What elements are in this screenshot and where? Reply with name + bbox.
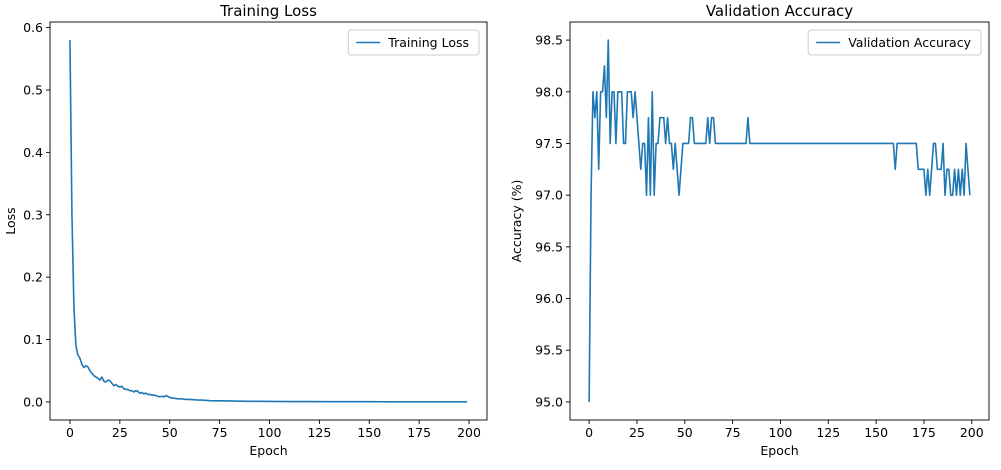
training-loss-legend: Training Loss bbox=[347, 29, 480, 56]
validation-accuracy-legend: Validation Accuracy bbox=[807, 29, 982, 56]
validation-accuracy-x-tick-label: 175 bbox=[912, 425, 936, 440]
training-loss-x-tick-label: 150 bbox=[357, 425, 381, 440]
validation-accuracy-y-tick-label: 98.5 bbox=[535, 33, 563, 48]
validation-accuracy-y-tick-label: 98.0 bbox=[535, 84, 563, 99]
training-loss-title: Training Loss bbox=[219, 2, 317, 20]
training-loss-x-tick-label: 125 bbox=[307, 425, 331, 440]
validation-accuracy-x-tick-label: 100 bbox=[769, 425, 793, 440]
validation-accuracy-y-tick-label: 95.0 bbox=[535, 394, 563, 409]
training-loss-y-tick-label: 0.0 bbox=[23, 394, 43, 409]
validation-accuracy-y-tick-label: 96.0 bbox=[535, 291, 563, 306]
validation-accuracy-x-tick-label: 75 bbox=[725, 425, 741, 440]
validation-accuracy-legend-label: Validation Accuracy bbox=[848, 35, 971, 50]
training-loss-panel: Training Loss 0 25 50 75 100 125 150 175 2000.00… bbox=[3, 2, 488, 458]
training-loss-x-tick-label: 75 bbox=[212, 425, 228, 440]
validation-accuracy-y-tick-label: 97.5 bbox=[535, 136, 563, 151]
validation-accuracy-x-tick-label: 125 bbox=[816, 425, 840, 440]
validation-accuracy-x-tick-label: 150 bbox=[864, 425, 888, 440]
training-loss-y-tick-label: 0.3 bbox=[23, 207, 43, 222]
training-loss-x-tick-label: 175 bbox=[407, 425, 431, 440]
training-loss-y-tick-label: 0.4 bbox=[23, 145, 43, 160]
training-loss-series-line-0 bbox=[69, 40, 468, 403]
validation-accuracy-plot: 0 25 50 75 100 125 150 175 200 95.0 95.5 96.0 96.5 97… bbox=[535, 21, 990, 440]
training-loss-legend-label: Training Loss bbox=[387, 35, 469, 50]
training-loss-x-axis-label: Epoch bbox=[249, 443, 287, 458]
validation-accuracy-y-tick-label: 97.0 bbox=[535, 188, 563, 203]
validation-accuracy-x-tick-label: 0 bbox=[585, 425, 593, 440]
training-loss-axes-frame bbox=[49, 21, 488, 421]
validation-accuracy-x-tick-label: 25 bbox=[629, 425, 645, 440]
training-loss-x-tick-label: 100 bbox=[258, 425, 282, 440]
validation-accuracy-axes-frame bbox=[569, 21, 990, 421]
validation-accuracy-y-tick-label: 95.5 bbox=[535, 343, 563, 358]
validation-accuracy-x-axis-label: Epoch bbox=[760, 443, 798, 458]
training-loss-y-axis-label: Loss bbox=[3, 207, 18, 234]
training-loss-legend-box bbox=[347, 29, 480, 56]
validation-accuracy-legend-box bbox=[807, 29, 982, 56]
validation-accuracy-y-tick-label: 96.5 bbox=[535, 239, 563, 254]
training-loss-y-tick-label: 0.5 bbox=[23, 82, 43, 97]
validation-accuracy-series-line-0 bbox=[588, 39, 971, 402]
validation-accuracy-title: Validation Accuracy bbox=[706, 2, 853, 20]
training-loss-y-tick-label: 0.2 bbox=[23, 270, 43, 285]
validation-accuracy-y-axis-label: Accuracy (%) bbox=[509, 180, 524, 263]
training-loss-plot: 0 25 50 75 100 125 150 175 200 0.0 0.1 0.2 0.3 0.4 0.5… bbox=[23, 20, 488, 440]
training-loss-x-tick-label: 200 bbox=[457, 425, 481, 440]
training-loss-y-tick-label: 0.1 bbox=[23, 332, 43, 347]
validation-accuracy-x-tick-label: 200 bbox=[960, 425, 984, 440]
validation-accuracy-panel: Validation Accuracy 0 25 50 75 100 125 150 175 2… bbox=[509, 2, 990, 458]
training-loss-y-tick-label: 0.6 bbox=[23, 20, 43, 35]
training-loss-x-tick-label: 50 bbox=[162, 425, 178, 440]
training-loss-x-tick-label: 25 bbox=[112, 425, 128, 440]
training-loss-x-tick-label: 0 bbox=[66, 425, 74, 440]
validation-accuracy-x-tick-label: 50 bbox=[677, 425, 693, 440]
